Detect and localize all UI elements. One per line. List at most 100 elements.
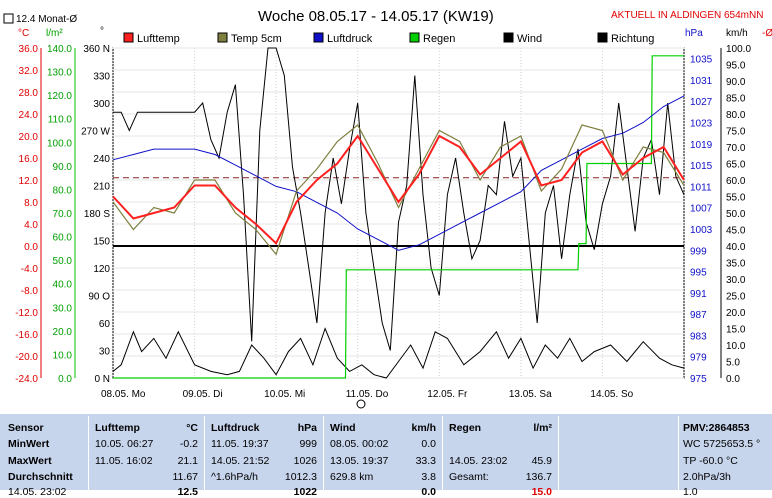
wind-tick-label: 75.0	[726, 127, 746, 138]
press-tick-label: 1023	[690, 119, 713, 130]
dir-tick-label: 210	[93, 182, 110, 193]
legend-swatch	[409, 32, 420, 43]
temp-unit: °C	[18, 28, 29, 39]
legend-swatch	[503, 32, 514, 43]
lufttemp-max-val: 21.1	[177, 455, 198, 467]
rain-tick-label: 100.0	[47, 138, 72, 149]
series-regen	[113, 55, 684, 379]
regen-column: Regen l/m² 14.05. 23:02 45.9 Gesamt: 136…	[443, 414, 558, 498]
wind-tick-label: 0.0	[726, 374, 740, 385]
temp-tick-label: 16.0	[19, 154, 39, 165]
press-tick-label: 1011	[690, 182, 712, 193]
rain-tick-label: 130.0	[47, 68, 72, 79]
luftdruck-extra: 1022	[293, 486, 317, 498]
legend-label: Temp 5cm	[231, 33, 282, 45]
dir-tick-label: 90 O	[88, 292, 110, 303]
rain-tick-label: 50.0	[53, 256, 73, 267]
rain-tick-label: 40.0	[53, 280, 73, 291]
dir-tick-label: 30	[99, 347, 111, 358]
x-tick-label: 10.05. Mi	[264, 389, 305, 400]
max-label: MaxWert	[8, 455, 52, 467]
luftdruck-max-val: 1026	[293, 455, 317, 467]
regen-row1-val: 45.9	[531, 455, 552, 467]
scroll-handle[interactable]	[356, 399, 366, 409]
wind-tick-label: 40.0	[726, 242, 746, 253]
regen-row2-label: Gesamt:	[449, 471, 489, 483]
luftdruck-column: Luftdruck hPa 11.05. 19:37 999 14.05. 21…	[205, 414, 323, 498]
lufttemp-head: Lufttemp	[95, 422, 140, 434]
luftdruck-max-date: 14.05. 21:52	[211, 455, 270, 467]
wind-tick-label: 65.0	[726, 160, 746, 171]
wind-tick-label: 100.0	[726, 44, 751, 55]
dir-tick-label: 180 S	[84, 209, 110, 220]
temp-tick-label: 0.0	[24, 242, 38, 253]
wind-extra-val: 0.0	[421, 486, 436, 498]
weather-chart: 08.05. Mo 09.05. Di 10.05. Mi 11.05. Do 12.0…	[3, 8, 772, 409]
sensor-extra: 14.05. 23:02	[8, 486, 67, 498]
lufttemp-unit: °C	[186, 422, 198, 434]
wind-head: Wind	[330, 422, 356, 434]
dir-tick-label: 300	[93, 99, 110, 110]
lufttemp-min-date: 10.05. 06:27	[95, 438, 154, 450]
station-label: AKTUELL IN ALDINGEN 654mNN	[611, 10, 763, 21]
wind-tick-label: 95.0	[726, 61, 746, 72]
dir-tick-label: 120	[93, 264, 110, 275]
legend-swatch	[123, 32, 134, 43]
press-tick-label: 979	[690, 353, 707, 364]
rain-tick-label: 120.0	[47, 91, 72, 102]
press-unit: hPa	[685, 28, 703, 39]
wind-min-date: 08.05. 00:02	[330, 438, 389, 450]
avg-checkbox[interactable]	[3, 13, 14, 24]
avg-label: Durchschnitt	[8, 471, 73, 483]
luftdruck-min-val: 999	[299, 438, 317, 450]
rain-tick-label: 90.0	[53, 162, 73, 173]
x-tick-label: 08.05. Mo	[101, 389, 146, 400]
temp-tick-label: -4.0	[21, 264, 39, 275]
pmv-l3: 2.0hPa/3h	[683, 471, 731, 483]
lufttemp-min-val: -0.2	[179, 438, 198, 450]
stats-panel: Sensor MinWert MaxWert Durchschnitt 14.0…	[0, 414, 772, 498]
chart-title: Woche 08.05.17 - 14.05.17 (KW19)	[258, 8, 494, 25]
temp-tick-label: 8.0	[24, 198, 38, 209]
luftdruck-min-date: 11.05. 19:37	[211, 438, 269, 450]
series-lufttemp	[112, 134, 685, 245]
temp-tick-label: -12.0	[15, 308, 38, 319]
wind-extra: -Ø	[762, 28, 772, 39]
rain-tick-label: 110.0	[48, 115, 73, 126]
dir-tick-label: 330	[93, 72, 110, 83]
wind-tick-label: 20.0	[726, 308, 746, 319]
monthly-avg-label: 12.4 Monat-Ø	[16, 14, 77, 25]
press-tick-label: 987	[690, 310, 707, 321]
temp-tick-label: 36.0	[19, 44, 39, 55]
legend-swatch	[597, 32, 608, 43]
pmv-l1: WC 5725653.5 °	[683, 438, 761, 450]
regen-extra: 15.0	[531, 486, 552, 498]
wind-tick-label: 70.0	[726, 143, 746, 154]
rain-tick-label: 60.0	[53, 233, 73, 244]
regen-unit: l/m²	[533, 422, 552, 434]
temp-tick-label: -16.0	[15, 330, 38, 341]
regen-row1-date: 14.05. 23:02	[449, 455, 508, 467]
wind-tick-label: 45.0	[726, 226, 746, 237]
press-tick-label: 999	[690, 246, 707, 257]
rain-tick-label: 0.0	[58, 374, 72, 385]
rain-tick-label: 70.0	[53, 209, 73, 220]
press-tick-label: 1027	[690, 97, 713, 108]
wind-tick-label: 30.0	[726, 275, 746, 286]
legend-label: Luftdruck	[327, 33, 373, 45]
plot-frame	[112, 47, 685, 379]
temp-tick-label: 32.0	[19, 66, 39, 77]
wind-tick-label: 5.0	[726, 358, 740, 369]
wind-tick-label: 90.0	[726, 77, 746, 88]
wind-tick-label: 80.0	[726, 110, 746, 121]
legend-label: Lufttemp	[137, 33, 180, 45]
x-tick-label: 14.05. So	[590, 389, 633, 400]
sensor-head: Sensor	[8, 422, 44, 434]
min-label: MinWert	[8, 438, 50, 450]
luftdruck-head: Luftdruck	[211, 422, 260, 434]
wind-tick-label: 85.0	[726, 94, 746, 105]
dir-tick-label: 150	[93, 237, 110, 248]
series-richtung	[113, 47, 685, 351]
wind-tick-label: 55.0	[726, 193, 746, 204]
x-tick-label: 12.05. Fr	[427, 389, 468, 400]
